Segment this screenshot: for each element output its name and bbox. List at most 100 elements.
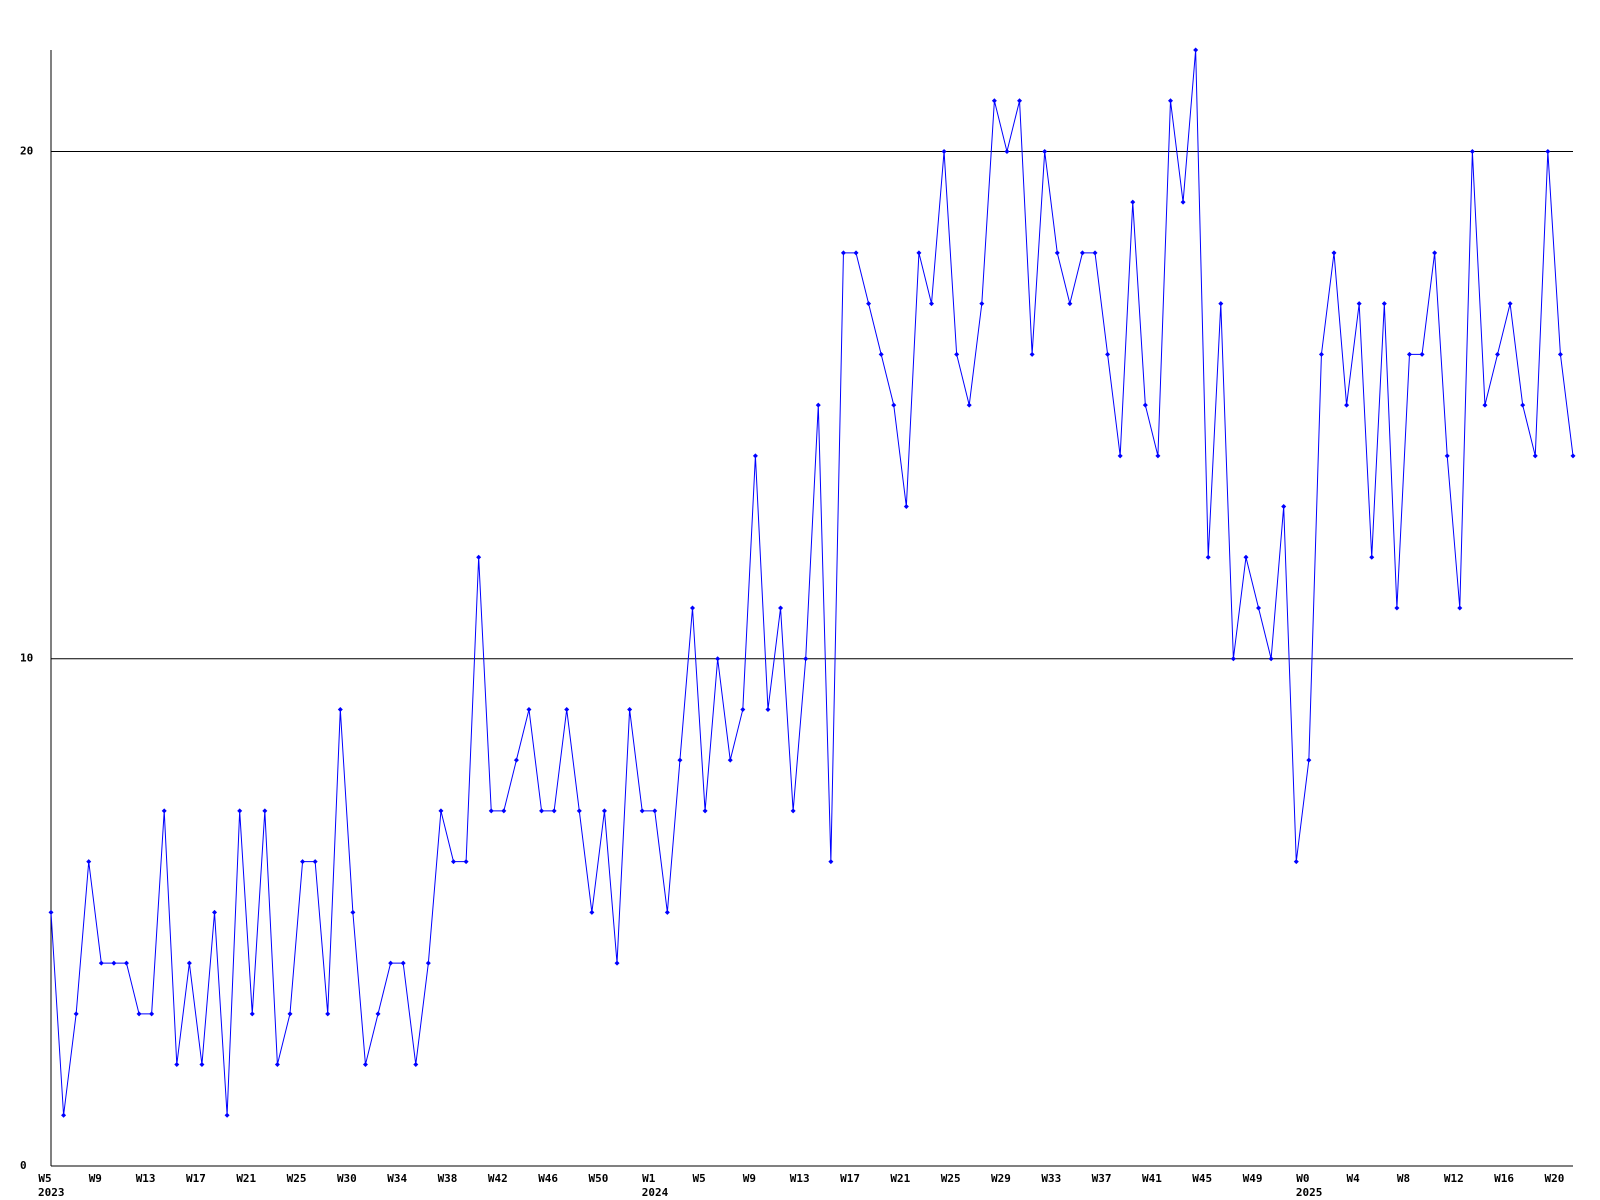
x-tick-label: W29 bbox=[991, 1172, 1011, 1185]
marker bbox=[1042, 148, 1048, 154]
x-tick-label: W20 bbox=[1544, 1172, 1564, 1185]
year-label: 2023 bbox=[38, 1186, 65, 1199]
marker bbox=[778, 605, 784, 611]
marker bbox=[262, 808, 268, 814]
marker bbox=[589, 909, 595, 915]
marker bbox=[123, 960, 129, 966]
marker bbox=[325, 1011, 331, 1017]
marker bbox=[627, 706, 633, 712]
marker bbox=[388, 960, 394, 966]
marker bbox=[1570, 453, 1576, 459]
marker bbox=[98, 960, 104, 966]
marker bbox=[614, 960, 620, 966]
x-tick-label: W1 bbox=[642, 1172, 656, 1185]
marker bbox=[740, 706, 746, 712]
marker bbox=[1117, 453, 1123, 459]
marker bbox=[174, 1062, 180, 1068]
x-tick-label: W38 bbox=[438, 1172, 458, 1185]
marker bbox=[1344, 402, 1350, 408]
marker bbox=[249, 1011, 255, 1017]
x-tick-label: W45 bbox=[1192, 1172, 1212, 1185]
marker bbox=[1507, 301, 1513, 307]
marker bbox=[715, 656, 721, 662]
marker bbox=[488, 808, 494, 814]
line bbox=[50, 49, 1574, 1116]
marker bbox=[48, 909, 54, 915]
marker bbox=[979, 301, 985, 307]
marker bbox=[438, 808, 444, 814]
marker bbox=[1230, 656, 1236, 662]
marker bbox=[790, 808, 796, 814]
marker bbox=[287, 1011, 293, 1017]
x-tick-label: W9 bbox=[89, 1172, 102, 1185]
marker bbox=[639, 808, 645, 814]
marker bbox=[1155, 453, 1161, 459]
marker bbox=[413, 1062, 419, 1068]
marker bbox=[1318, 351, 1324, 357]
marker bbox=[1432, 250, 1438, 256]
year-label: 2025 bbox=[1296, 1186, 1323, 1199]
marker bbox=[1180, 199, 1186, 205]
marker bbox=[1520, 402, 1526, 408]
marker bbox=[916, 250, 922, 256]
x-tick-label: W8 bbox=[1397, 1172, 1410, 1185]
marker bbox=[1029, 351, 1035, 357]
marker bbox=[1331, 250, 1337, 256]
marker bbox=[337, 706, 343, 712]
marker bbox=[186, 960, 192, 966]
marker bbox=[199, 1062, 205, 1068]
marker bbox=[1067, 301, 1073, 307]
x-tick-label: W5 bbox=[692, 1172, 705, 1185]
marker bbox=[451, 859, 457, 865]
marker bbox=[1457, 605, 1463, 611]
marker bbox=[966, 402, 972, 408]
marker bbox=[1167, 98, 1173, 104]
x-tick-label: W50 bbox=[589, 1172, 609, 1185]
marker bbox=[1532, 453, 1538, 459]
marker bbox=[1092, 250, 1098, 256]
marker bbox=[677, 757, 683, 763]
marker bbox=[690, 605, 696, 611]
marker bbox=[1406, 351, 1412, 357]
marker bbox=[765, 706, 771, 712]
marker bbox=[539, 808, 545, 814]
marker bbox=[350, 909, 356, 915]
marker bbox=[1256, 605, 1262, 611]
x-tick-label: W17 bbox=[186, 1172, 206, 1185]
marker bbox=[1495, 351, 1501, 357]
marker bbox=[840, 250, 846, 256]
marker bbox=[73, 1011, 79, 1017]
marker bbox=[991, 98, 997, 104]
marker bbox=[853, 250, 859, 256]
y-tick-label: 20 bbox=[20, 144, 33, 157]
marker bbox=[1557, 351, 1563, 357]
marker bbox=[803, 656, 809, 662]
marker bbox=[1419, 351, 1425, 357]
marker bbox=[828, 859, 834, 865]
marker bbox=[212, 909, 218, 915]
marker bbox=[564, 706, 570, 712]
marker bbox=[878, 351, 884, 357]
x-tick-label: W16 bbox=[1494, 1172, 1514, 1185]
x-tick-label: W34 bbox=[387, 1172, 407, 1185]
x-tick-label: W30 bbox=[337, 1172, 357, 1185]
marker bbox=[501, 808, 507, 814]
marker bbox=[1356, 301, 1362, 307]
marker bbox=[1243, 554, 1249, 560]
x-tick-label: W46 bbox=[538, 1172, 558, 1185]
marker bbox=[1369, 554, 1375, 560]
marker bbox=[362, 1062, 368, 1068]
marker bbox=[752, 453, 758, 459]
x-tick-label: W41 bbox=[1142, 1172, 1162, 1185]
marker bbox=[1193, 47, 1199, 53]
x-tick-label: W12 bbox=[1444, 1172, 1464, 1185]
marker bbox=[1004, 148, 1010, 154]
x-tick-label: W13 bbox=[790, 1172, 810, 1185]
marker bbox=[1281, 504, 1287, 510]
marker bbox=[61, 1112, 67, 1118]
marker bbox=[1142, 402, 1148, 408]
marker bbox=[300, 859, 306, 865]
marker bbox=[149, 1011, 155, 1017]
marker bbox=[312, 859, 318, 865]
x-tick-label: W21 bbox=[890, 1172, 910, 1185]
